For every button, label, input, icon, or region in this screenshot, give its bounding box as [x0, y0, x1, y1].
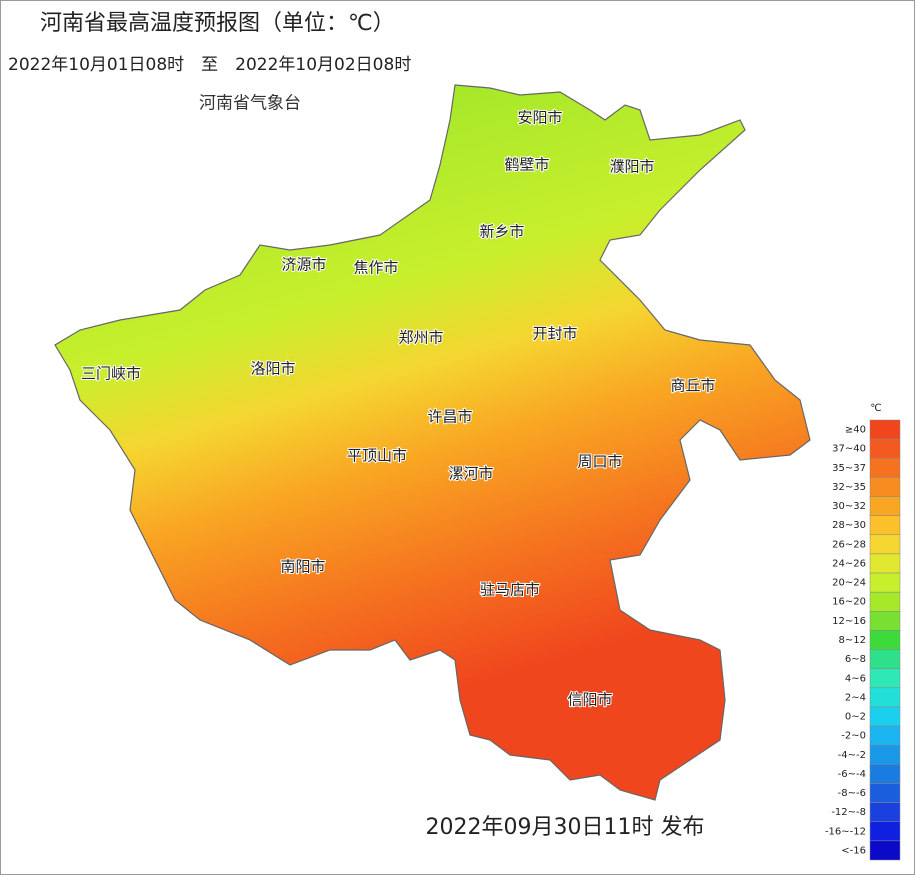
legend-label: 6~8 — [845, 654, 866, 665]
city-label: 郑州市 — [398, 329, 443, 347]
legend-swatch — [869, 649, 901, 669]
legend-swatch — [869, 534, 901, 555]
publish-time: 2022年09月30日11时 发布 — [426, 815, 705, 840]
legend-swatch — [869, 706, 901, 727]
legend-label: 37~40 — [832, 444, 866, 455]
city-label: 焦作市 — [353, 259, 398, 277]
legend-swatch — [869, 764, 901, 784]
legend-swatch — [869, 572, 901, 593]
legend-label: 8~12 — [839, 635, 866, 646]
city-label: 安阳市 — [517, 109, 562, 127]
legend-unit: ℃ — [870, 403, 881, 414]
legend-label: 20~24 — [832, 578, 866, 589]
legend-label: -8~-6 — [838, 788, 866, 799]
city-label: 南阳市 — [280, 558, 325, 576]
legend-label: 35~37 — [832, 463, 866, 474]
city-label: 商丘市 — [670, 377, 715, 395]
legend-label: -12~-8 — [831, 807, 866, 818]
city-label: 新乡市 — [479, 223, 524, 241]
period: 2022年10月01日08时 至 2022年10月02日08时 — [8, 55, 411, 75]
city-label: 三门峡市 — [81, 365, 141, 383]
legend-swatch — [869, 668, 901, 689]
city-label: 开封市 — [532, 325, 577, 343]
city-label: 漯河市 — [448, 465, 493, 483]
legend-label: 28~30 — [832, 520, 866, 531]
legend-label: 32~35 — [832, 482, 866, 493]
legend-label: -2~0 — [841, 731, 866, 742]
legend-label: 30~32 — [832, 501, 866, 512]
legend-swatch — [869, 496, 901, 516]
legend-swatch — [869, 725, 901, 746]
legend-label: 2~4 — [845, 692, 866, 703]
legend-swatch — [869, 783, 901, 803]
city-label: 濮阳市 — [609, 158, 654, 176]
legend-swatch — [869, 477, 901, 497]
legend-swatch — [869, 821, 901, 842]
city-label: 周口市 — [577, 453, 622, 471]
legend-swatch — [869, 611, 901, 631]
title: 河南省最高温度预报图（单位：℃） — [40, 11, 395, 36]
legend-swatch — [869, 744, 901, 765]
city-label: 洛阳市 — [250, 360, 295, 378]
legend: ℃ ≥40 37~40 35~37 32~35 30~32 28~30 26~28 24~26 2… — [825, 403, 901, 861]
issuer: 河南省气象台 — [199, 94, 301, 114]
legend-label: 12~16 — [832, 616, 866, 627]
legend-label: 26~28 — [832, 539, 866, 550]
city-label: 济源市 — [281, 256, 326, 274]
city-label: 信阳市 — [567, 691, 612, 709]
legend-label: <-16 — [841, 845, 866, 856]
city-label: 驻马店市 — [480, 581, 540, 599]
city-label: 平顶山市 — [347, 447, 407, 465]
legend-label: -4~-2 — [838, 750, 866, 761]
legend-label: 16~20 — [832, 597, 866, 608]
city-label: 许昌市 — [427, 408, 472, 426]
legend-swatch — [869, 553, 901, 574]
legend-swatch — [869, 419, 901, 440]
legend-label: 0~2 — [845, 712, 866, 723]
legend-swatch — [869, 687, 901, 708]
legend-label: 24~26 — [832, 558, 866, 569]
legend-swatch — [869, 515, 901, 536]
province-shape — [54, 84, 811, 801]
legend-swatch — [869, 591, 901, 612]
legend-swatch — [869, 630, 901, 650]
legend-label: -6~-4 — [838, 769, 866, 780]
legend-swatch — [869, 802, 901, 822]
legend-label: -16~-12 — [825, 826, 866, 837]
legend-label: ≥40 — [845, 425, 866, 436]
legend-swatch — [869, 438, 901, 459]
legend-swatch — [869, 840, 901, 861]
legend-swatch — [869, 458, 901, 478]
city-label: 鹤壁市 — [504, 156, 549, 174]
legend-label: 4~6 — [845, 673, 866, 684]
